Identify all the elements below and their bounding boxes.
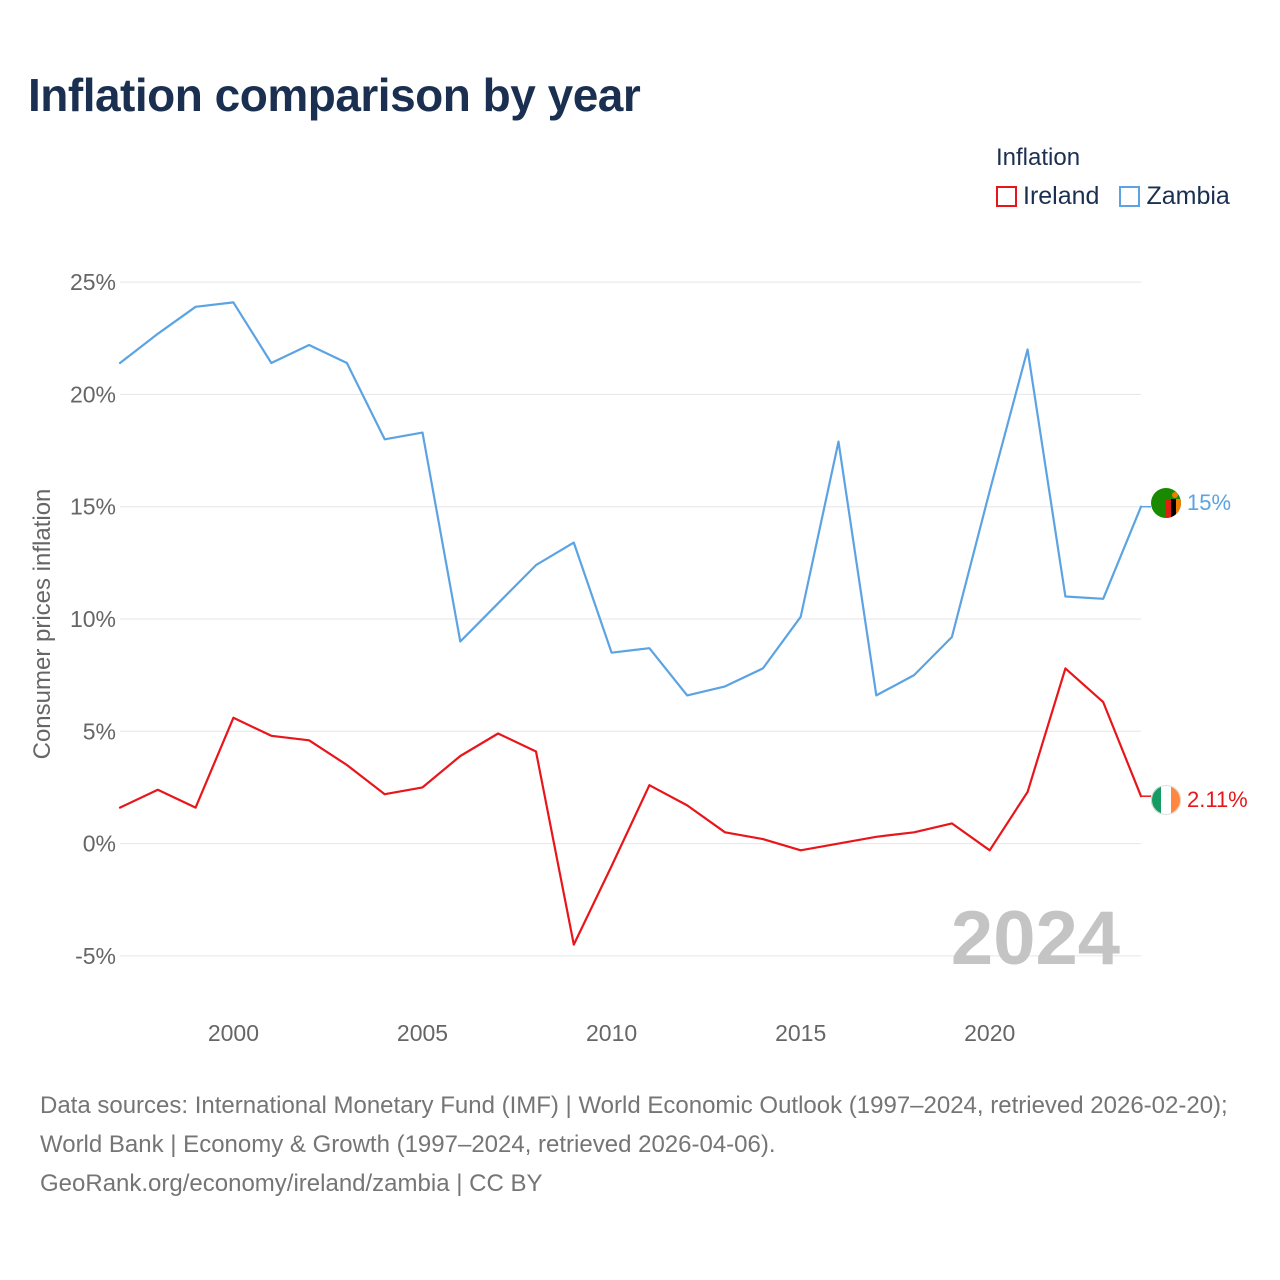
data-sources-text: Data sources: International Monetary Fun… [40,1092,1228,1158]
y-axis-ticks: -5% 0% 5% 10% 15% 20% 25% [70,269,116,969]
legend-item-ireland[interactable]: Ireland [996,182,1099,211]
x-tick-label: 2010 [586,1020,637,1046]
y-tick-label: 10% [70,606,116,632]
y-tick-label: 20% [70,381,116,407]
legend-swatch-ireland [996,186,1017,207]
ireland-flag-icon [1151,785,1181,815]
legend-item-zambia[interactable]: Zambia [1119,182,1230,211]
x-tick-label: 2005 [397,1020,448,1046]
footer: Data sources: International Monetary Fun… [40,1086,1250,1203]
source-link-text[interactable]: GeoRank.org/economy/ireland/zambia | CC … [40,1170,543,1197]
gridlines [120,281,1141,957]
x-axis-ticks: 2000 2005 2010 2015 2020 [208,1020,1015,1046]
y-tick-label: -5% [75,943,116,969]
zambia-end-value-label: 15% [1187,490,1231,515]
legend-title: Inflation [996,144,1081,171]
y-tick-label: 0% [83,831,116,857]
legend-swatch-zambia [1119,186,1141,207]
y-tick-label: 5% [83,718,116,744]
ireland-end-value-label: 2.11% [1187,787,1248,812]
y-tick-label: 15% [70,494,116,520]
series-line-zambia[interactable] [118,301,1143,697]
year-watermark: 2024 [951,896,1120,981]
zambia-flag-icon [1151,488,1181,518]
y-axis-label: Consumer prices inflation [29,489,56,760]
legend-label-zambia: Zambia [1146,182,1230,210]
x-tick-label: 2015 [775,1020,826,1046]
series-line-ireland[interactable] [118,667,1143,946]
x-tick-label: 2020 [964,1020,1015,1046]
y-tick-label: 25% [70,269,116,295]
line-chart: -5% 0% 5% 10% 15% 20% 25% 2000 2005 2010 2015 2020… [29,269,1248,1046]
legend-label-ireland: Ireland [1023,182,1100,210]
legend: Inflation Ireland Zambia [996,144,1230,211]
x-tick-label: 2000 [208,1020,259,1046]
chart-title: Inflation comparison by year [28,69,641,121]
